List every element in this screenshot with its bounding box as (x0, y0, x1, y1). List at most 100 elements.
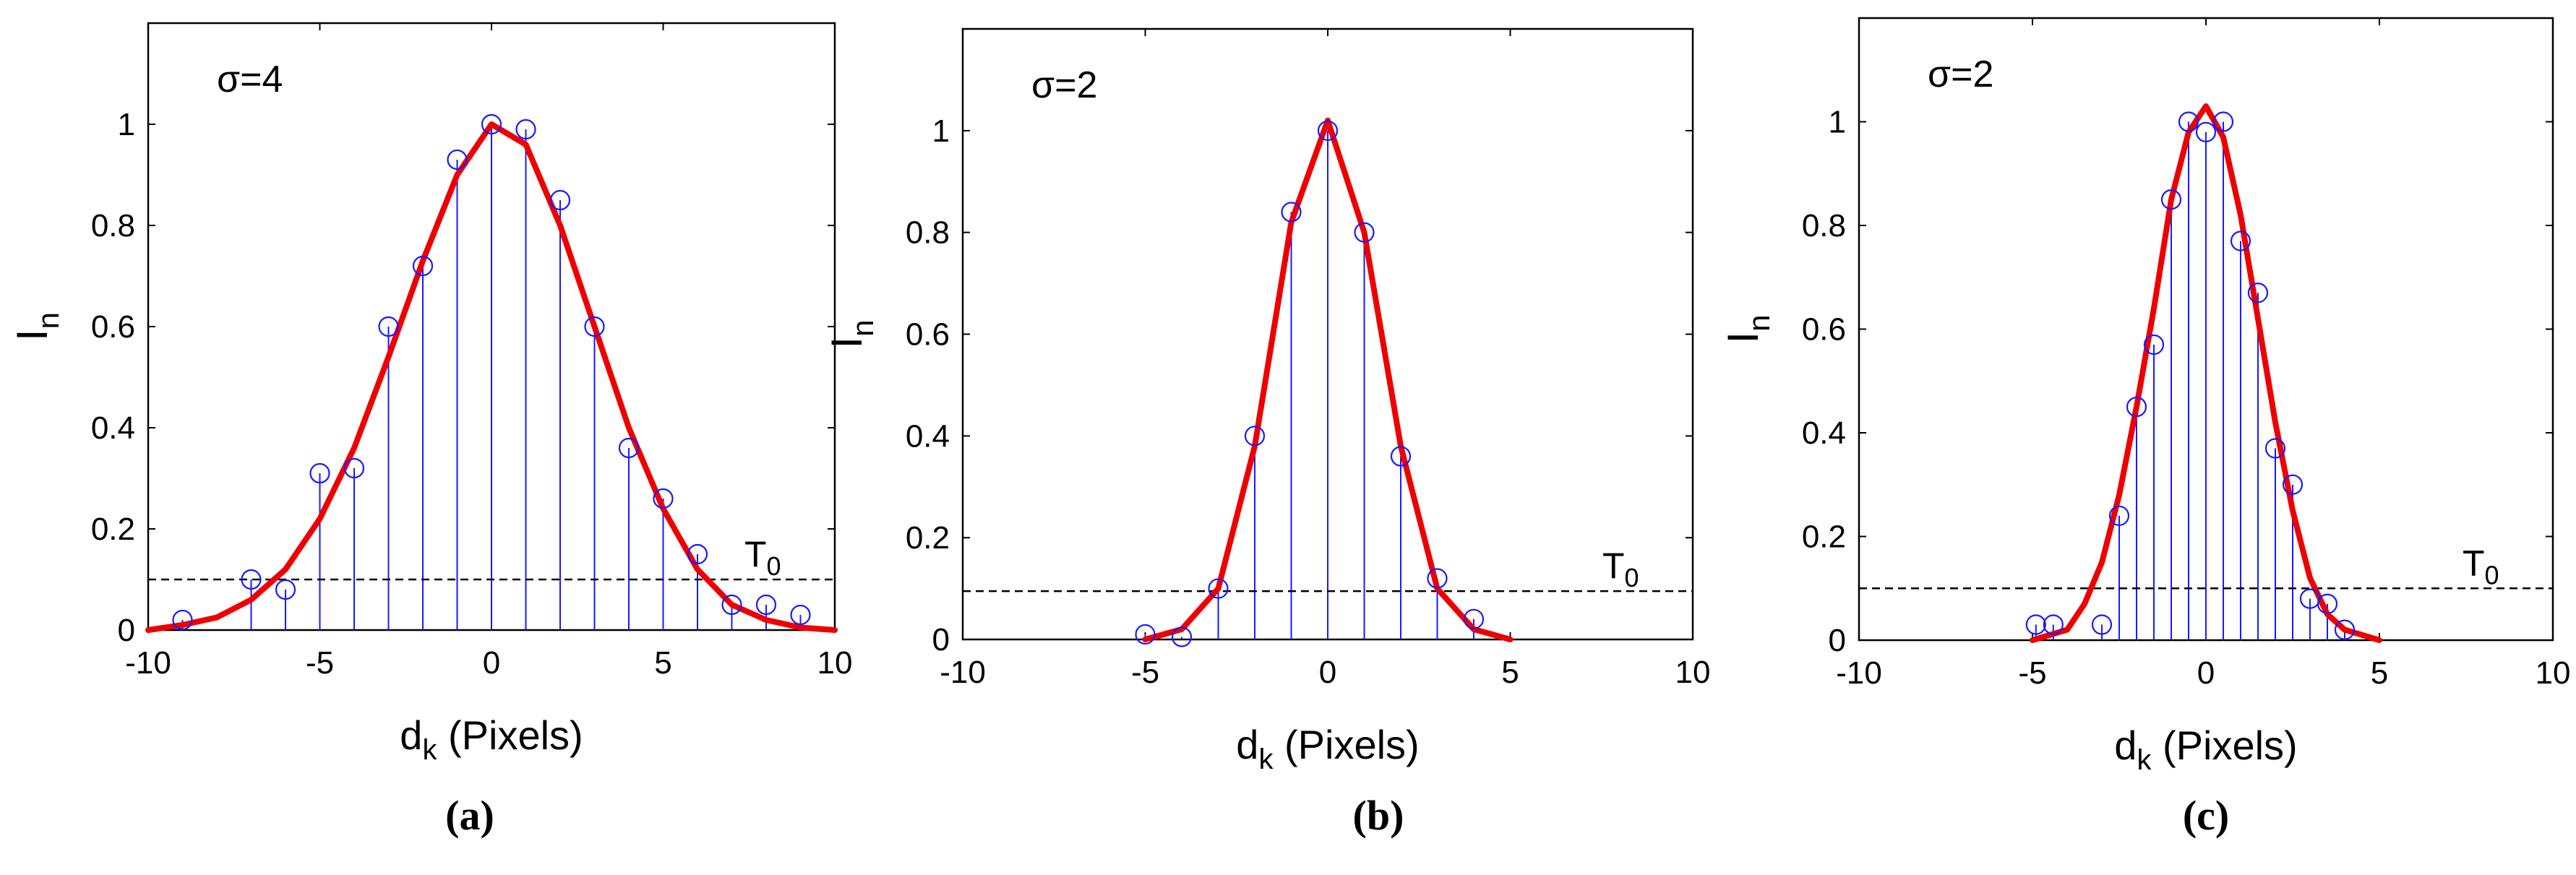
y-axis-label: In (8, 312, 65, 341)
sample-marker (1281, 202, 1302, 223)
x-tick-label: -10 (125, 645, 171, 681)
sigma-label: σ=4 (217, 59, 283, 100)
y-tick-label: 0.2 (906, 520, 950, 556)
sample-marker (343, 457, 365, 479)
sample-marker (2264, 438, 2286, 459)
x-tick-label: 10 (817, 645, 853, 681)
y-tick-label: 0.6 (906, 317, 950, 353)
panel-caption: (b) (1353, 792, 1404, 839)
sample-marker (481, 113, 502, 135)
sample-marker (687, 543, 708, 565)
y-axis-label-sub: n (1742, 314, 1776, 331)
y-tick-label: 0.8 (906, 215, 950, 251)
panel-caption: (a) (445, 792, 494, 839)
panel-caption: (c) (2183, 792, 2229, 839)
y-tick-label: 0.2 (91, 512, 135, 547)
sample-marker (721, 594, 742, 616)
threshold-label-main: T (2463, 543, 2485, 583)
fit-curve (1142, 117, 1514, 642)
threshold-label-sub: 0 (2485, 560, 2499, 590)
y-axis-label-sub: n (846, 319, 880, 336)
sample-marker (2043, 614, 2064, 635)
sample-marker (1317, 120, 1339, 141)
x-tick-label: -10 (940, 655, 986, 690)
y-tick-label: 0.4 (91, 410, 135, 446)
sample-marker (2247, 283, 2269, 303)
sample-marker (2230, 230, 2251, 251)
x-axis-label-rest: (Pixels) (2151, 723, 2297, 768)
sample-marker (1390, 446, 1412, 467)
x-axis-label-sub: k (1258, 743, 1274, 775)
x-tick-label: 5 (2371, 655, 2388, 691)
y-tick-label: 0.4 (906, 418, 950, 454)
x-tick-label: 10 (2536, 655, 2571, 691)
chart-panel-b: -10 -5 0 5 10 0 0.2 0.4 0.6 0.8 1 σ=2 T0 In dk (Pixels… (823, 27, 1711, 775)
sample-marker (549, 189, 571, 211)
threshold-label: T0 (1602, 546, 1639, 592)
x-axis-label-sub: k (2137, 744, 2152, 776)
sample-marker (2317, 593, 2338, 614)
sample-marker (2108, 505, 2130, 526)
x-axis-label-main: d (1236, 722, 1258, 767)
y-tick-label: 0.2 (1802, 520, 1846, 555)
y-tick-label: 0 (118, 613, 135, 648)
y-tick-label: 1 (932, 113, 950, 149)
y-axis-label: In (823, 319, 880, 348)
sample-marker (584, 316, 605, 337)
threshold-label-sub: 0 (1625, 563, 1639, 592)
x-tick-label: 10 (1675, 655, 1711, 690)
y-tick-label: 1 (1829, 105, 1846, 140)
sample-marker (1463, 608, 1485, 629)
sample-marker (1354, 222, 1375, 243)
x-tick-label: -5 (306, 645, 334, 681)
sample-marker (1208, 578, 1229, 599)
sample-marker (2143, 334, 2165, 355)
x-tick-label: -5 (2018, 655, 2046, 691)
sample-marker (653, 488, 674, 509)
sample-marker (515, 118, 536, 140)
sample-marker (1135, 624, 1156, 645)
sample-marker (1171, 626, 1193, 647)
y-tick-label: 0.4 (1802, 415, 1846, 451)
sample-marker (790, 604, 811, 626)
sample-marker (275, 579, 296, 600)
y-axis-label: In (1719, 314, 1776, 343)
sample-marker (1244, 426, 1266, 447)
sample-marker (378, 316, 399, 337)
x-axis-label-main: d (400, 712, 422, 758)
x-tick-label: -5 (1131, 655, 1159, 690)
y-axis-label-main: I (823, 337, 871, 349)
sigma-label: σ=2 (1031, 64, 1097, 106)
x-axis-label-rest: (Pixels) (437, 712, 583, 758)
x-axis-label-main: d (2114, 723, 2137, 768)
x-axis-label: dk (Pixels) (2114, 723, 2297, 776)
sample-marker (2212, 111, 2234, 132)
threshold-label-sub: 0 (767, 551, 781, 581)
y-axis-label-sub: n (31, 312, 65, 329)
sample-marker (755, 594, 777, 616)
threshold-label: T0 (744, 534, 781, 581)
threshold-label-main: T (1602, 546, 1625, 586)
y-tick-label: 0 (932, 622, 950, 658)
sample-marker (447, 149, 468, 171)
x-tick-label: 0 (483, 645, 500, 681)
x-axis-label-rest: (Pixels) (1273, 722, 1419, 767)
x-tick-label: 5 (654, 645, 671, 681)
x-tick-label: 5 (1501, 655, 1519, 690)
sample-marker (2025, 614, 2046, 635)
fit-curve (145, 121, 838, 633)
sample-marker (309, 462, 330, 484)
sample-marker (2282, 474, 2304, 495)
fit-curve (2030, 103, 2382, 643)
sample-marker (2178, 111, 2199, 132)
x-axis-label: dk (Pixels) (1236, 722, 1419, 775)
y-tick-label: 0.8 (1802, 208, 1846, 243)
sample-marker (618, 437, 640, 459)
sample-marker (2160, 189, 2182, 210)
y-axis-label-main: I (8, 329, 56, 341)
y-tick-label: 0 (1829, 623, 1846, 658)
y-tick-label: 0.6 (91, 309, 135, 345)
